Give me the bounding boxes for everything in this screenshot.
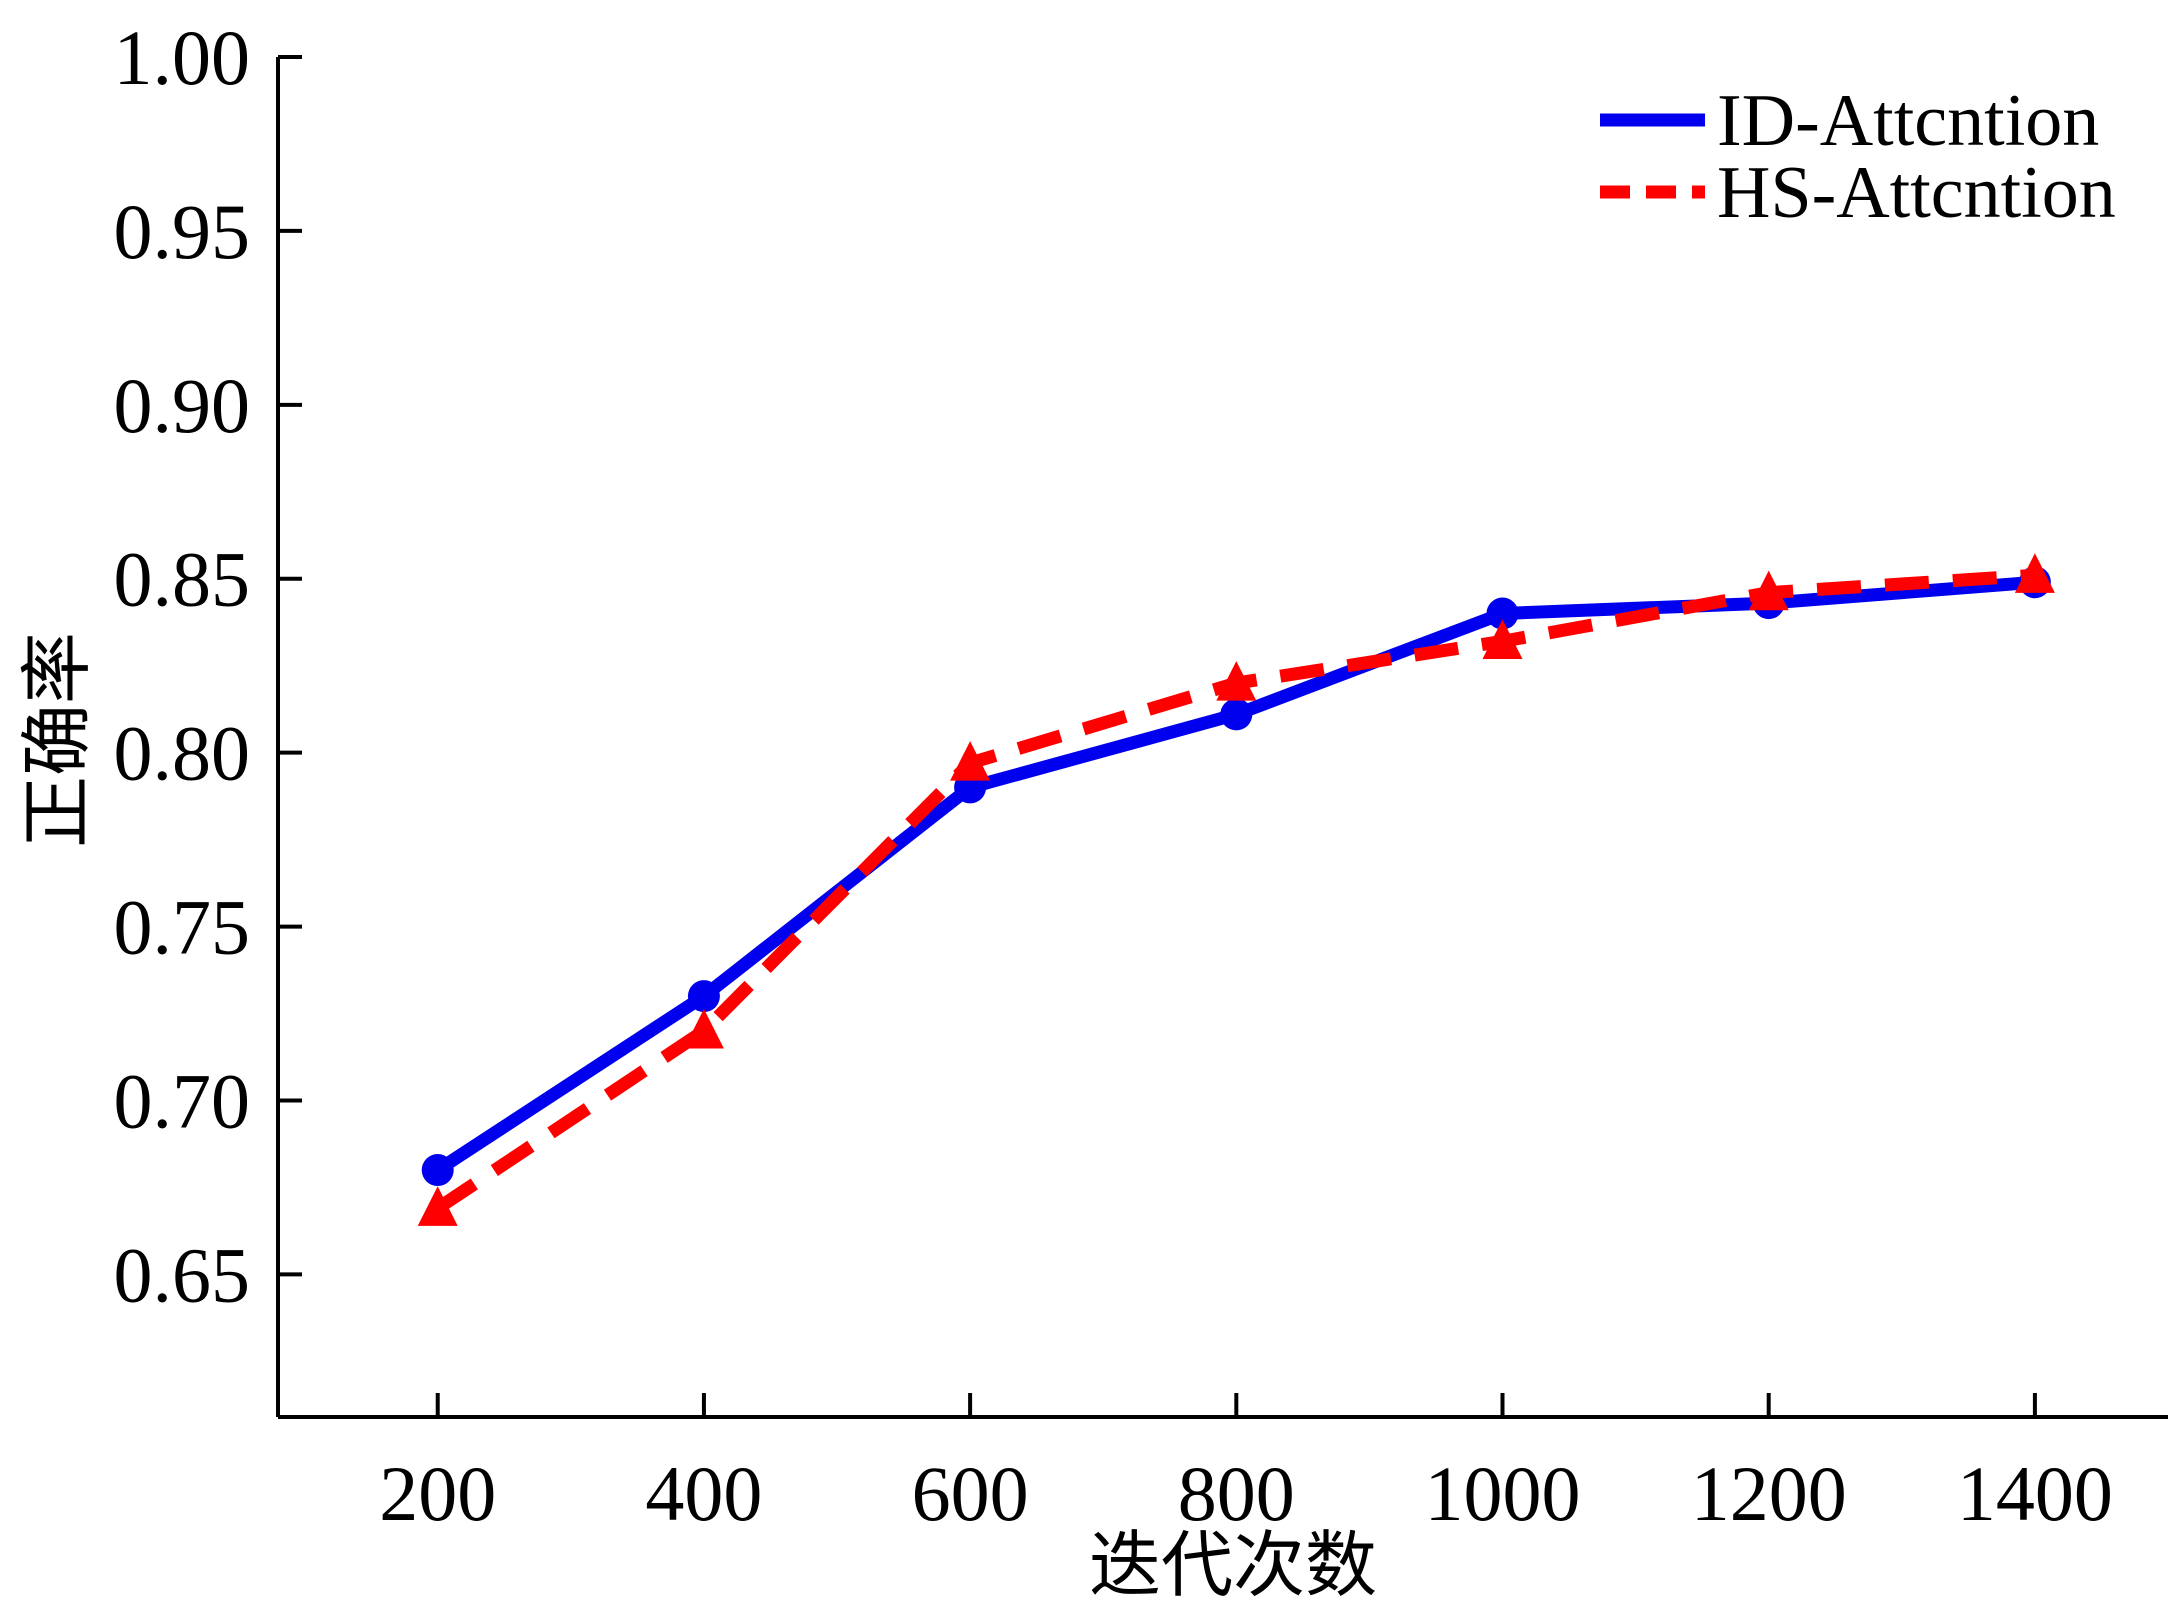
- data-point-triangle: [2014, 553, 2055, 593]
- data-point-circle: [687, 980, 720, 1013]
- y-tick-label: 0.70: [114, 1057, 251, 1144]
- y-tick-label: 0.85: [114, 536, 251, 623]
- y-tick-label: 0.90: [114, 362, 251, 449]
- data-point-triangle: [950, 741, 991, 781]
- series-2: [417, 553, 2055, 1226]
- y-tick-label: 1.00: [114, 14, 251, 101]
- y-tick-label: 0.95: [114, 188, 251, 275]
- data-point-circle: [1486, 597, 1519, 630]
- x-tick-label: 200: [379, 1450, 496, 1537]
- series-layer: [417, 553, 2055, 1226]
- data-point-circle: [1220, 698, 1253, 731]
- x-axis-ticks: 200 400 600 800 1000 1200 1400: [379, 1393, 2113, 1537]
- legend-label-2: HS-Attcntion: [1717, 152, 2116, 234]
- x-tick-label: 600: [912, 1450, 1029, 1537]
- y-tick-label: 0.75: [114, 884, 251, 971]
- x-tick-label: 1000: [1425, 1450, 1581, 1537]
- data-point-triangle: [1748, 570, 1789, 611]
- y-axis-ticks: 0.65 0.70 0.75 0.80 0.85 0.90 0.95 1.00: [114, 14, 302, 1318]
- series-1: [421, 566, 2051, 1187]
- data-point-triangle: [683, 1008, 724, 1049]
- x-tick-label: 1400: [1957, 1450, 2113, 1537]
- y-axis-title: 正确率: [15, 632, 99, 848]
- x-axis-title: 迭代次数: [1089, 1523, 1377, 1607]
- data-point-triangle: [1482, 619, 1523, 659]
- y-tick-label: 0.65: [114, 1231, 251, 1318]
- x-tick-label: 400: [645, 1450, 762, 1537]
- x-tick-label: 800: [1178, 1450, 1295, 1537]
- data-point-triangle: [1216, 661, 1257, 701]
- axes: 0.65 0.70 0.75 0.80 0.85 0.90 0.95 1.00 200 400 6…: [114, 14, 2168, 1537]
- y-tick-label: 0.80: [114, 710, 251, 797]
- data-point-circle: [421, 1154, 454, 1187]
- data-point-triangle: [417, 1186, 458, 1226]
- x-tick-label: 1200: [1691, 1450, 1847, 1537]
- legend-label-1: ID-Attcntion: [1717, 80, 2099, 162]
